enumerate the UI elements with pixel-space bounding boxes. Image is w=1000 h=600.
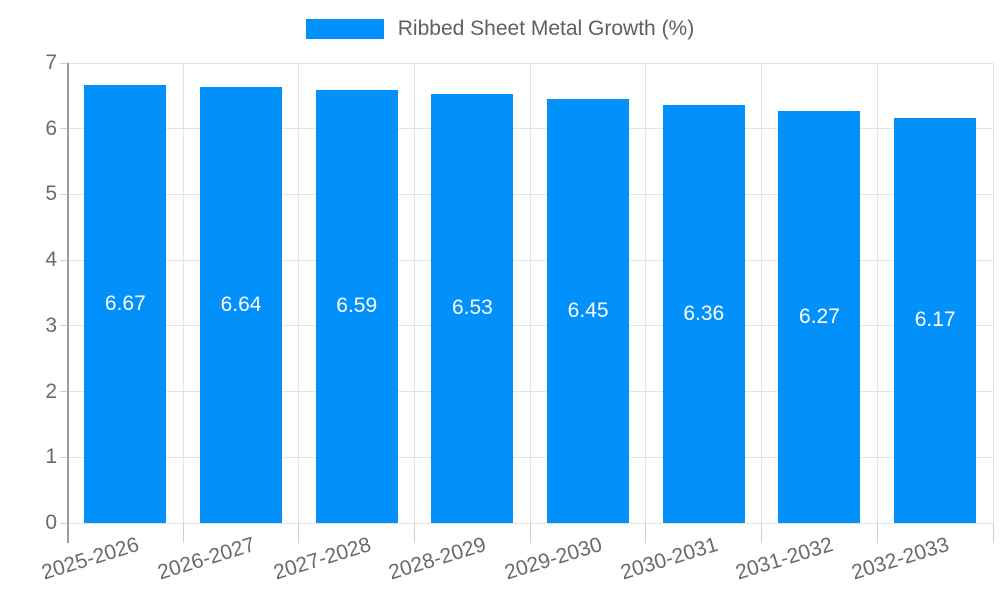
y-tick-label: 7 bbox=[45, 51, 57, 74]
x-axis-tick bbox=[529, 523, 531, 543]
x-axis-tick bbox=[414, 523, 416, 543]
y-axis-tick bbox=[59, 522, 67, 524]
bar-value-label: 6.36 bbox=[683, 302, 725, 326]
y-tick-label: 4 bbox=[45, 248, 57, 272]
y-axis-tick bbox=[59, 193, 67, 195]
gridline-vertical bbox=[182, 63, 184, 523]
bar[interactable]: 6.67 bbox=[84, 84, 167, 523]
y-tick-label: 1 bbox=[45, 445, 57, 469]
y-axis-tick bbox=[59, 391, 67, 393]
y-tick-label: 6 bbox=[45, 116, 57, 140]
gridline-vertical bbox=[414, 63, 416, 523]
bar-value-label: 6.64 bbox=[220, 292, 262, 316]
y-axis-tick bbox=[59, 325, 67, 327]
y-axis-tick bbox=[59, 62, 67, 64]
y-tick-label: 2 bbox=[45, 379, 57, 403]
bar-value-label: 6.27 bbox=[799, 304, 840, 328]
x-axis-tick bbox=[298, 523, 300, 543]
y-tick-label: 3 bbox=[45, 313, 57, 337]
bar[interactable]: 6.45 bbox=[547, 99, 630, 523]
chart-legend: Ribbed Sheet Metal Growth (%) bbox=[0, 17, 1000, 41]
bar-value-label: 6.53 bbox=[451, 296, 493, 320]
y-tick-label: 0 bbox=[45, 511, 57, 534]
gridline-vertical bbox=[761, 63, 763, 523]
gridline-vertical bbox=[645, 63, 647, 523]
x-axis-tick bbox=[761, 523, 763, 543]
y-axis-tick bbox=[59, 259, 67, 261]
gridline-vertical bbox=[992, 63, 994, 523]
x-axis-tick bbox=[876, 523, 878, 543]
legend-swatch bbox=[305, 19, 384, 39]
y-axis-tick bbox=[59, 128, 67, 130]
bar-value-label: 6.59 bbox=[336, 294, 378, 318]
y-axis-line bbox=[66, 63, 69, 543]
bar[interactable]: 6.64 bbox=[200, 86, 283, 523]
gridline-vertical bbox=[876, 63, 878, 523]
bar-value-label: 6.67 bbox=[104, 291, 146, 315]
gridline-vertical bbox=[298, 63, 300, 523]
bar[interactable]: 6.53 bbox=[431, 93, 514, 523]
x-axis-tick bbox=[645, 523, 647, 543]
x-axis-tick bbox=[992, 523, 994, 543]
bar[interactable]: 6.59 bbox=[315, 89, 398, 523]
gridline-vertical bbox=[529, 63, 531, 523]
y-tick-label: 5 bbox=[45, 182, 57, 206]
y-axis-tick bbox=[59, 456, 67, 458]
bar[interactable]: 6.17 bbox=[894, 117, 977, 523]
bar-value-label: 6.45 bbox=[567, 299, 609, 323]
legend-label: Ribbed Sheet Metal Growth (%) bbox=[397, 17, 695, 40]
x-axis-tick bbox=[182, 523, 184, 543]
bar[interactable]: 6.36 bbox=[662, 105, 745, 523]
bar[interactable]: 6.27 bbox=[778, 110, 861, 523]
bar-value-label: 6.17 bbox=[914, 308, 956, 332]
